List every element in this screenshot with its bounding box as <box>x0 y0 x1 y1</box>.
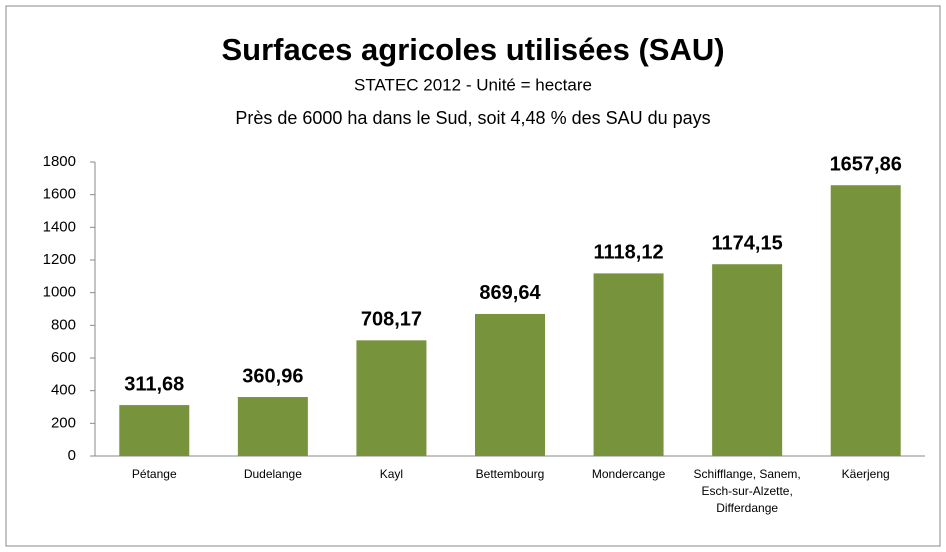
x-tick-label: Schifflange, Sanem, Esch-sur-Alzette, Di… <box>693 467 801 515</box>
x-tick-label: Bettembourg <box>475 467 545 481</box>
bar <box>237 397 308 456</box>
data-label: 869,64 <box>479 282 541 304</box>
y-tick-label: 1000 <box>43 284 76 301</box>
y-tick-label: 600 <box>51 349 76 366</box>
y-tick-label: 400 <box>51 382 76 399</box>
chart-title: Surfaces agricoles utilisées (SAU) <box>221 32 724 67</box>
data-label: 311,68 <box>124 373 184 395</box>
y-tick-label: 0 <box>68 447 76 464</box>
y-tick-label: 1600 <box>43 186 76 203</box>
data-label: 708,17 <box>361 309 422 331</box>
x-tick-label: Käerjeng <box>841 467 890 481</box>
y-tick-label: 1400 <box>43 218 76 235</box>
bar <box>475 313 545 456</box>
y-tick-label: 1800 <box>43 153 76 170</box>
x-tick-label: Kayl <box>379 467 404 481</box>
chart-subtitle: STATEC 2012 - Unité = hectare <box>354 75 592 94</box>
y-tick-label: 1200 <box>43 251 76 268</box>
y-tick-label: 200 <box>51 414 76 431</box>
data-label: 1118,12 <box>594 242 664 264</box>
bar <box>356 340 427 456</box>
x-tick-label: Pétange <box>131 467 177 481</box>
bar <box>593 273 664 456</box>
x-tick-label: Dudelange <box>243 467 302 481</box>
chart-annotation: Près de 6000 ha dans le Sud, soit 4,48 %… <box>235 108 710 128</box>
y-tick-label: 800 <box>51 316 76 333</box>
bar <box>119 405 190 456</box>
bar <box>830 185 901 457</box>
data-label: 1174,15 <box>712 233 783 255</box>
data-label: 1657,86 <box>830 153 902 175</box>
data-label: 360,96 <box>242 365 303 387</box>
x-tick-label: Mondercange <box>591 467 666 481</box>
bar <box>712 264 783 456</box>
